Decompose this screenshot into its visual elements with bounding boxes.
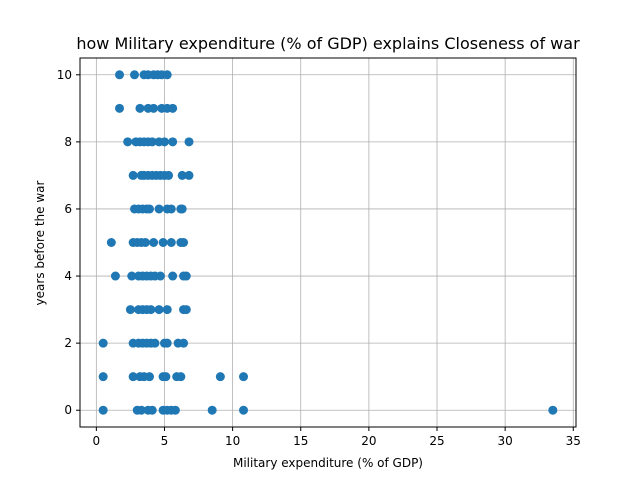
y-tick-label: 4 [64, 269, 72, 283]
scatter-point [128, 170, 138, 180]
y-axis-label: years before the war [33, 180, 47, 305]
scatter-point [168, 103, 178, 113]
scatter-point [181, 305, 191, 315]
scatter-point [184, 170, 194, 180]
x-tick-label: 5 [161, 434, 169, 448]
scatter-point [130, 70, 140, 80]
scatter-point [166, 238, 176, 247]
scatter-point [207, 405, 217, 415]
scatter-point [239, 405, 249, 415]
scatter-point [150, 338, 160, 348]
x-tick-label: 0 [93, 434, 101, 448]
scatter-point [164, 170, 174, 180]
x-axis-label: Military expenditure (% of GDP) [233, 456, 423, 470]
y-tick-label: 0 [64, 403, 72, 417]
scatter-point [135, 103, 145, 113]
scatter-point [98, 405, 108, 415]
scatter-point [239, 372, 249, 382]
scatter-point [144, 204, 154, 214]
scatter-point [162, 338, 172, 348]
y-tick-label: 6 [64, 202, 72, 216]
scatter-point [149, 238, 159, 247]
scatter-point [162, 70, 172, 80]
scatter-point [146, 305, 156, 315]
x-tick-label: 30 [498, 434, 513, 448]
scatter-point [98, 372, 108, 382]
scatter-point [110, 271, 120, 281]
scatter-point [98, 338, 108, 348]
scatter-point [123, 137, 133, 147]
x-tick-label: 10 [225, 434, 240, 448]
y-tick-label: 10 [57, 68, 72, 82]
y-tick-label: 8 [64, 135, 72, 149]
scatter-point [162, 305, 172, 315]
scatter-point [158, 238, 168, 247]
scatter-point [140, 238, 150, 247]
chart-title: how Military expenditure (% of GDP) expl… [76, 34, 580, 53]
scatter-point [166, 204, 176, 214]
x-tick-label: 15 [293, 434, 308, 448]
scatter-point [181, 271, 191, 281]
scatter-point [147, 137, 157, 147]
scatter-point [125, 305, 135, 315]
scatter-points [98, 70, 558, 415]
x-tick-label: 20 [361, 434, 376, 448]
scatter-point [215, 372, 225, 382]
scatter-point [155, 271, 165, 281]
scatter-point [176, 372, 186, 382]
scatter-point [159, 137, 169, 147]
scatter-point [179, 338, 189, 348]
axis-ticks: 0 5 10 15 20 25 30 35 0 2 4 6 8 10 [57, 68, 581, 448]
plot-frame [79, 57, 577, 428]
scatter-point [115, 70, 125, 80]
scatter-point [168, 271, 178, 281]
scatter-point [179, 238, 189, 247]
scatter-point [170, 405, 180, 415]
scatter-point [149, 103, 159, 113]
scatter-point [136, 405, 146, 415]
scatter-point [154, 305, 164, 315]
scatter-point [177, 204, 187, 214]
scatter-point [154, 204, 164, 214]
scatter-point [184, 137, 194, 147]
scatter-point [177, 170, 187, 180]
scatter-point [144, 372, 154, 382]
scatter-point [128, 372, 138, 382]
x-tick-label: 25 [429, 434, 444, 448]
scatter-point [106, 238, 116, 247]
x-tick-label: 35 [566, 434, 581, 448]
scatter-point [548, 405, 558, 415]
scatter-point [168, 137, 178, 147]
scatter-point [161, 372, 171, 382]
scatter-point [115, 103, 125, 113]
y-tick-label: 2 [64, 336, 72, 350]
scatter-point [147, 405, 157, 415]
scatter-point [127, 271, 137, 281]
